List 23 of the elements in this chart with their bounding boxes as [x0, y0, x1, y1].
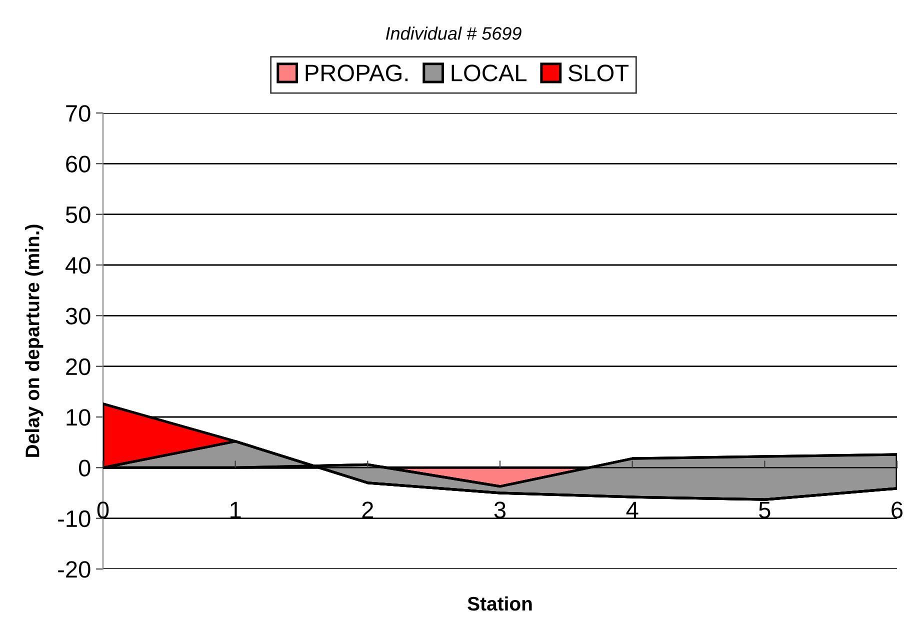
x-tick-label: 6: [892, 502, 903, 518]
y-tick-label: -20: [58, 561, 90, 578]
y-axis-title: Delay on departure (min.): [25, 224, 44, 457]
y-tick-label: 10: [66, 409, 90, 426]
x-axis-title: Station: [468, 596, 532, 611]
x-tick-label: 0: [97, 502, 109, 518]
y-tick-label: 50: [66, 206, 90, 224]
legend-label: SLOT: [568, 64, 629, 82]
y-tick-label: 20: [66, 358, 90, 376]
legend-label: PROPAG.: [306, 64, 408, 82]
x-tick-label: 4: [626, 502, 638, 518]
y-tick-label: -10: [58, 510, 90, 528]
y-tick-label: 30: [66, 308, 90, 324]
legend-label: LOCAL: [452, 64, 527, 82]
y-tick-label: 70: [66, 105, 90, 122]
chart-title: Individual # 5699: [386, 26, 522, 40]
y-tick-label: 40: [65, 257, 90, 274]
x-tick-label: 1: [230, 502, 241, 518]
x-tick-label: 3: [494, 502, 506, 518]
x-tick-label: 5: [759, 502, 770, 518]
x-tick-label: 2: [362, 502, 374, 518]
y-tick-label: 60: [66, 156, 90, 172]
y-tick-label: 0: [78, 460, 90, 476]
